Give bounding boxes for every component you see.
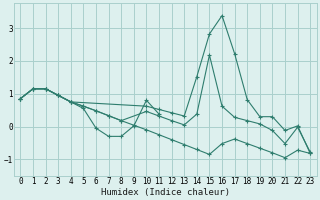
X-axis label: Humidex (Indice chaleur): Humidex (Indice chaleur) <box>101 188 230 197</box>
